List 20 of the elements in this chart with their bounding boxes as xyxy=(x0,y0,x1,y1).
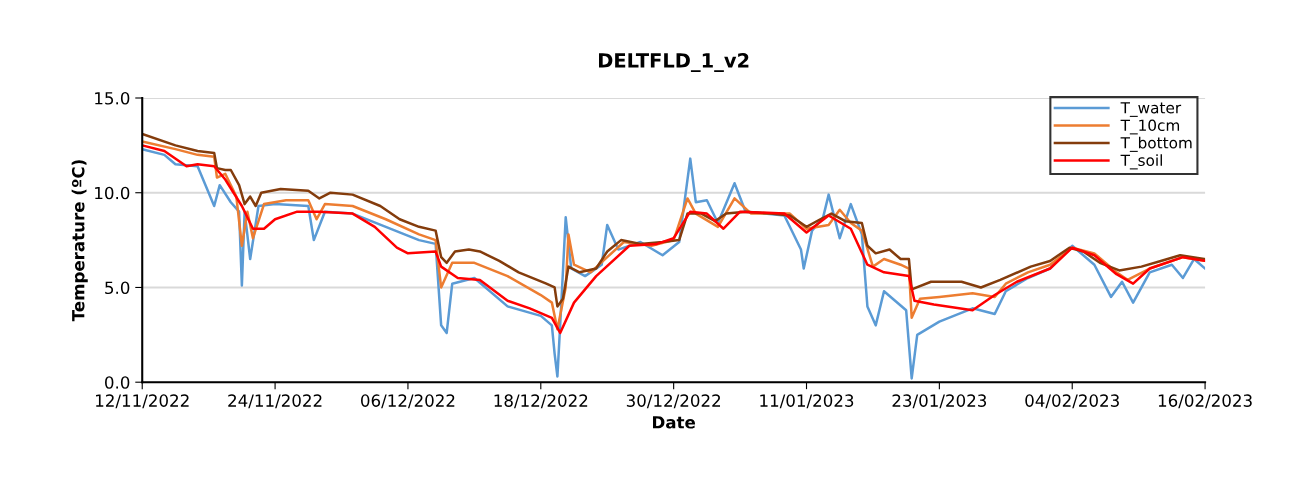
y-tick-label: 10.0 xyxy=(95,186,130,200)
x-tick-label: 12/11/2022 xyxy=(96,394,189,409)
x-tick-label: 16/02/2023 xyxy=(1158,394,1252,409)
y-tick-label: 0.0 xyxy=(105,376,130,389)
legend-label: T_10cm xyxy=(1120,119,1180,135)
x-tick-label: 24/11/2022 xyxy=(228,394,322,409)
x-tick-label: 30/12/2022 xyxy=(626,394,721,409)
y-tick-label: 15.0 xyxy=(95,91,130,105)
x-tick-label: 18/12/2022 xyxy=(494,394,588,409)
x-tick-label: 23/01/2023 xyxy=(892,394,987,409)
x-tick-label: 06/12/2022 xyxy=(361,394,455,409)
legend-label: T_bottom xyxy=(1120,136,1192,152)
y-tick-label: 5.0 xyxy=(105,281,130,295)
x-tick-label: 04/02/2023 xyxy=(1025,394,1119,409)
y-axis-title: Temperature (ºC) xyxy=(71,160,88,322)
chart-title: DELTFLD_1_v2 xyxy=(599,53,749,73)
x-axis-title: Date xyxy=(653,416,696,429)
legend-label: T_water xyxy=(1120,102,1182,117)
legend-label: T_soil xyxy=(1120,154,1162,170)
x-tick-label: 11/01/2023 xyxy=(760,394,854,409)
